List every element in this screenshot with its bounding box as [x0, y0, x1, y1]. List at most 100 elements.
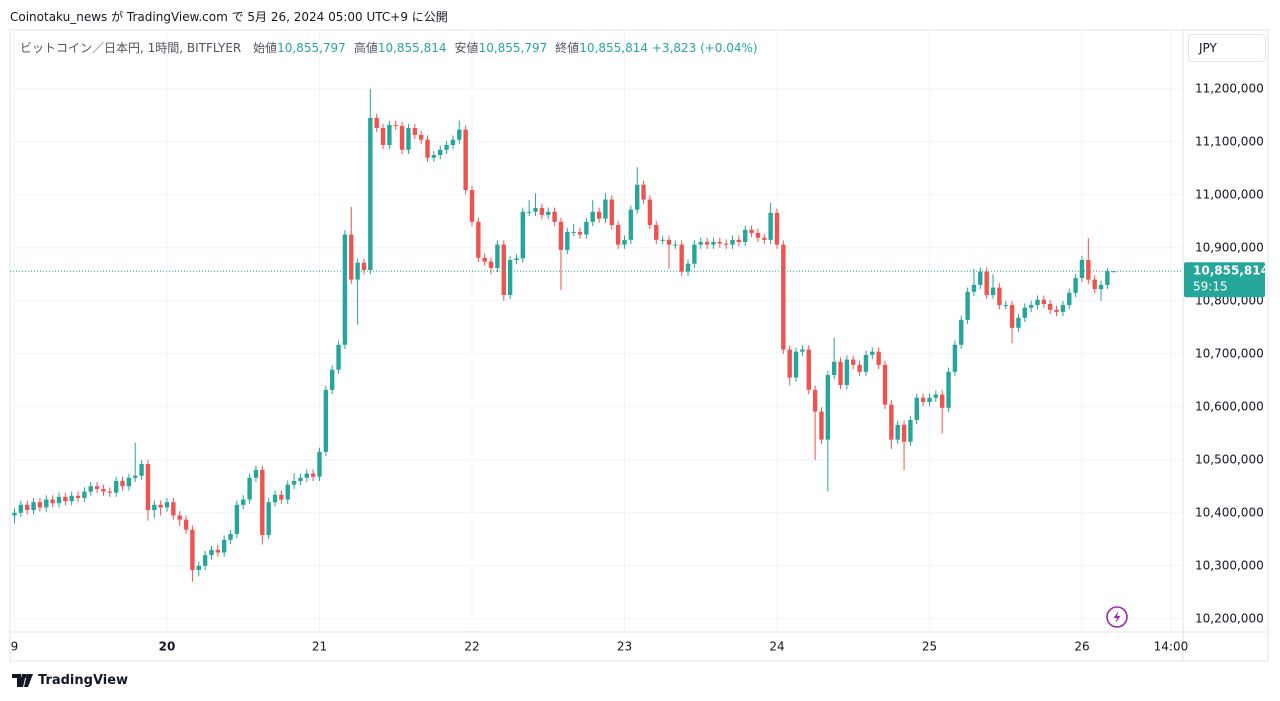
candle-body	[1048, 303, 1053, 310]
y-tick-label: 10,300,000	[1195, 558, 1264, 572]
candle-body	[1079, 259, 1085, 279]
change: +3,823 (+0.04%)	[651, 41, 758, 55]
candles	[12, 88, 1116, 582]
candle-body	[183, 519, 189, 530]
candle-body	[654, 225, 659, 240]
candle-body	[412, 128, 418, 135]
candle-body	[939, 394, 945, 408]
candle-body	[666, 239, 672, 245]
candle-body	[920, 397, 926, 403]
candle-body	[844, 359, 850, 386]
candle-body	[355, 262, 360, 280]
tv-logo	[12, 673, 33, 687]
candle-body	[1041, 299, 1047, 304]
candle-body	[1086, 259, 1091, 280]
candle-body	[526, 211, 532, 213]
frame	[9, 29, 1269, 662]
publish-line: Coinotaku_news が TradingView.com で 5月 26…	[10, 10, 448, 24]
candle-body	[800, 349, 805, 352]
candle-body	[349, 234, 354, 280]
candle-body	[133, 475, 138, 478]
y-tick-label: 10,200,000	[1195, 611, 1264, 625]
candle-body	[615, 225, 621, 245]
x-tick-label: 23	[617, 640, 632, 654]
candle-body	[609, 199, 614, 226]
candle-body	[482, 257, 487, 262]
candle-body	[577, 231, 583, 235]
candle-body	[565, 231, 570, 250]
candle-body	[901, 424, 907, 442]
lightning-icon[interactable]	[1106, 606, 1128, 628]
candle-body	[361, 262, 367, 271]
candle-body	[107, 491, 113, 493]
candle-body	[704, 241, 710, 245]
legend-label: 終値	[555, 41, 580, 55]
candle-body	[946, 371, 951, 408]
candle-body	[190, 529, 195, 570]
currency-button[interactable]: JPY	[1188, 34, 1266, 62]
candle-body	[743, 229, 748, 242]
candle-body	[260, 469, 265, 536]
y-tick-label: 11,000,000	[1195, 187, 1264, 201]
candle-body	[755, 232, 761, 238]
candle-body	[488, 261, 494, 268]
candle-body	[463, 129, 468, 191]
candle-body	[152, 504, 157, 511]
candle-body	[889, 404, 894, 440]
y-tick-label: 10,600,000	[1195, 399, 1264, 413]
candle-body	[158, 504, 163, 508]
candle-body	[806, 349, 811, 390]
candle-body	[323, 389, 329, 452]
candle-body	[101, 488, 106, 492]
candle-body	[736, 239, 742, 242]
candle-body	[1105, 271, 1110, 285]
candle-body	[317, 451, 322, 477]
lightning-bolt[interactable]	[1113, 611, 1121, 623]
candle-body	[514, 258, 519, 260]
legend: ビットコイン／日本円, 1時間, BITFLYER 始値10,855,797 高値…	[20, 39, 758, 56]
candle-body	[304, 473, 309, 478]
candle-body	[234, 504, 240, 534]
candle-body	[870, 351, 875, 355]
candle-body	[457, 129, 462, 140]
candle-body	[336, 344, 341, 370]
x-tick-label: 25	[922, 640, 937, 654]
candle-body	[590, 211, 595, 222]
candle-body	[44, 499, 49, 508]
candle-body	[209, 549, 214, 556]
candle-body	[882, 364, 888, 405]
candle-body	[298, 477, 303, 481]
candle-body	[221, 539, 227, 553]
candle-body	[374, 117, 379, 129]
candle-body	[679, 244, 684, 272]
last-price-label: 10,855,814	[1193, 264, 1269, 278]
candle-body	[819, 411, 824, 440]
legend-value: 10,855,797	[277, 41, 346, 55]
last-price-badge	[1184, 262, 1265, 298]
candle-body	[978, 271, 983, 285]
candle-body	[952, 344, 958, 372]
candle-body	[393, 124, 398, 126]
grid	[10, 30, 1183, 632]
candle-body	[628, 209, 634, 240]
candle-body	[126, 477, 132, 487]
y-tick-label: 10,700,000	[1195, 346, 1264, 360]
candle-body	[425, 139, 430, 158]
candle-body	[31, 502, 36, 511]
candle-body	[908, 420, 913, 442]
candle-body	[501, 244, 506, 295]
candle-body	[959, 319, 964, 345]
y-tick-label: 10,500,000	[1195, 452, 1264, 466]
candle-body	[812, 389, 818, 412]
candle-body	[177, 515, 182, 520]
candle-body	[342, 234, 348, 345]
candle-body	[768, 212, 773, 240]
brand: TradingView	[38, 673, 129, 688]
legend-label: 安値	[454, 41, 479, 55]
y-tick-label: 11,200,000	[1195, 81, 1264, 95]
candle-body	[387, 124, 392, 145]
candle-body	[247, 477, 252, 500]
candle-body	[145, 464, 151, 511]
